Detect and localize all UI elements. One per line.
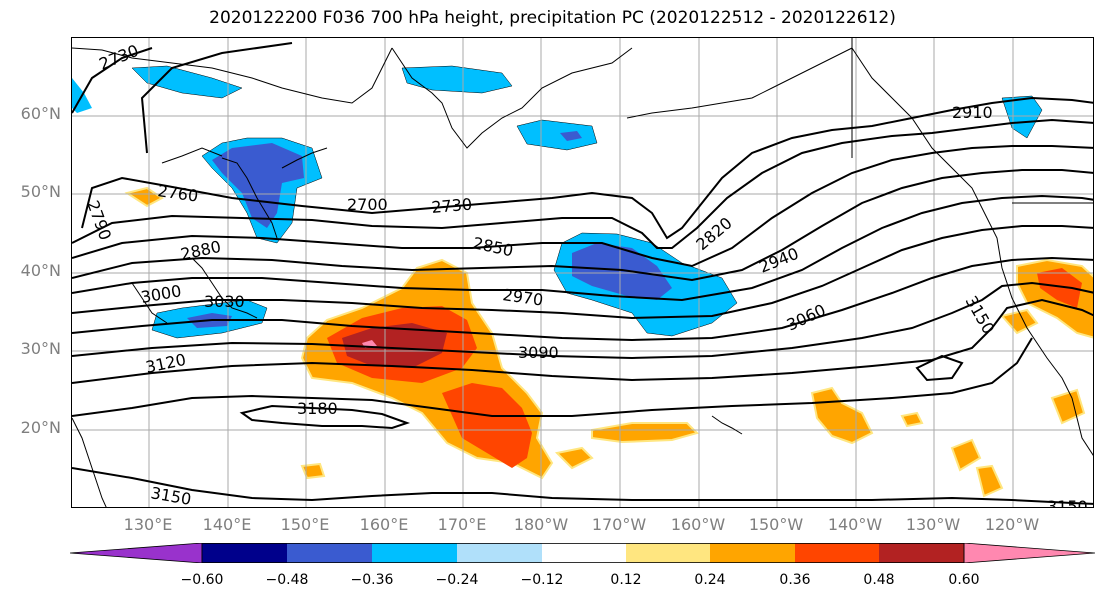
colorbar-segment — [457, 543, 542, 563]
coast-us-border — [851, 38, 1093, 204]
colorbar-segment — [287, 543, 372, 563]
colorbar-extend-right — [963, 543, 1095, 563]
contour-label: 3150 — [962, 293, 999, 338]
lon-label: 150°E — [280, 515, 330, 534]
colorbar-segment — [202, 543, 287, 563]
shade-orange-small1 — [554, 446, 594, 470]
graticule — [72, 38, 1093, 507]
contour-label: 3150 — [1047, 497, 1088, 508]
coast-asia — [72, 417, 107, 507]
shade-bluemid-central — [572, 243, 672, 300]
colorbar-segment — [372, 543, 457, 563]
shade-orange-ne-small — [900, 411, 924, 428]
coast-canada — [851, 47, 1093, 456]
precip-shading-negative — [72, 65, 1043, 339]
lat-label-50n: 50°N — [20, 182, 61, 201]
lon-label: 130°W — [905, 515, 961, 534]
contour-label: 3060 — [784, 300, 829, 334]
shade-orange-kam — [124, 186, 164, 208]
shade-blue-alaska-n — [401, 65, 513, 94]
contour-label: 2910 — [952, 103, 993, 122]
shade-orange-far-e — [1050, 388, 1086, 425]
contour-label: 3180 — [297, 399, 338, 418]
height-contours — [72, 42, 1093, 505]
lon-label: 150°W — [748, 515, 804, 534]
coast-alaska — [391, 47, 853, 149]
contour-label: 2760 — [156, 181, 199, 205]
lon-label: 180°W — [513, 515, 569, 534]
contour-label: 2970 — [501, 285, 544, 309]
lon-label: 170°E — [437, 515, 487, 534]
shade-orange-se1 — [950, 438, 982, 472]
coastlines — [72, 38, 1093, 507]
contour-label: 3150 — [149, 483, 192, 508]
colorbar-segment — [710, 543, 795, 563]
contour-label: 2880 — [179, 237, 223, 264]
shade-blue-gulf — [516, 119, 598, 151]
contour-label: 2730 — [431, 195, 473, 217]
colorbar-tick: −0.36 — [350, 572, 394, 588]
colorbar-tick: −0.60 — [180, 572, 224, 588]
lat-label-20n: 20°N — [20, 418, 61, 437]
precip-shading-positive — [124, 186, 1093, 498]
shade-orange-hawaii-ne — [810, 386, 874, 445]
lon-label: 140°E — [202, 515, 252, 534]
colorbar-tick: −0.48 — [265, 572, 309, 588]
lon-label: 170°W — [591, 515, 647, 534]
contour-label: 3090 — [518, 343, 559, 362]
shade-orange-dateline — [591, 422, 699, 444]
lat-label-60n: 60°N — [20, 104, 61, 123]
colorbar-segment — [626, 543, 710, 563]
coast-okhotsk — [161, 147, 223, 164]
contour-label: 3030 — [204, 292, 245, 311]
map-title: 2020122200 F036 700 hPa height, precipit… — [209, 8, 896, 28]
colorbar-tick: 0.36 — [779, 572, 811, 588]
lat-label-30n: 30°N — [20, 339, 61, 358]
shade-red-south — [442, 383, 532, 468]
lon-label: 120°W — [984, 515, 1040, 534]
shade-blue-mid-gulf — [560, 131, 582, 141]
colorbar-segment — [542, 543, 626, 563]
colorbar-tick: −0.24 — [435, 572, 479, 588]
shade-orange-se2 — [975, 464, 1004, 498]
colorbar-tick: 0.60 — [948, 572, 980, 588]
lon-label: 140°W — [827, 515, 883, 534]
coast-hawaii — [711, 415, 743, 435]
contour-label: 2850 — [471, 233, 515, 260]
colorbar-extend-left — [70, 543, 203, 563]
shade-orange-wpac — [300, 462, 326, 480]
shade-blue-nwcoast — [1001, 95, 1043, 139]
contour-label: 3120 — [144, 350, 188, 377]
coast-kamchatka — [221, 147, 328, 239]
lon-label: 160°E — [359, 515, 409, 534]
colorbar-tick: 0.48 — [863, 572, 895, 588]
colorbar-tick: 0.24 — [694, 572, 726, 588]
map-svg: 2730 2760 2790 2700 2730 2910 2880 2850 … — [72, 38, 1093, 508]
colorbar-segment — [879, 543, 964, 563]
colorbar-segment — [795, 543, 879, 563]
colorbar-frame — [201, 543, 965, 563]
colorbar — [70, 543, 1095, 563]
colorbar-tick: −0.12 — [520, 572, 564, 588]
lon-label: 130°E — [123, 515, 173, 534]
shade-bluemid-kamchatka — [212, 143, 304, 228]
shade-red-calif — [1037, 268, 1082, 308]
lat-label-40n: 40°N — [20, 261, 61, 280]
colorbar-tick: 0.12 — [610, 572, 642, 588]
shade-darkred-main — [342, 323, 447, 368]
map-panel: 2730 2760 2790 2700 2730 2910 2880 2850 … — [71, 37, 1094, 508]
contour-label: 2700 — [347, 195, 388, 214]
lon-label: 160°W — [670, 515, 726, 534]
